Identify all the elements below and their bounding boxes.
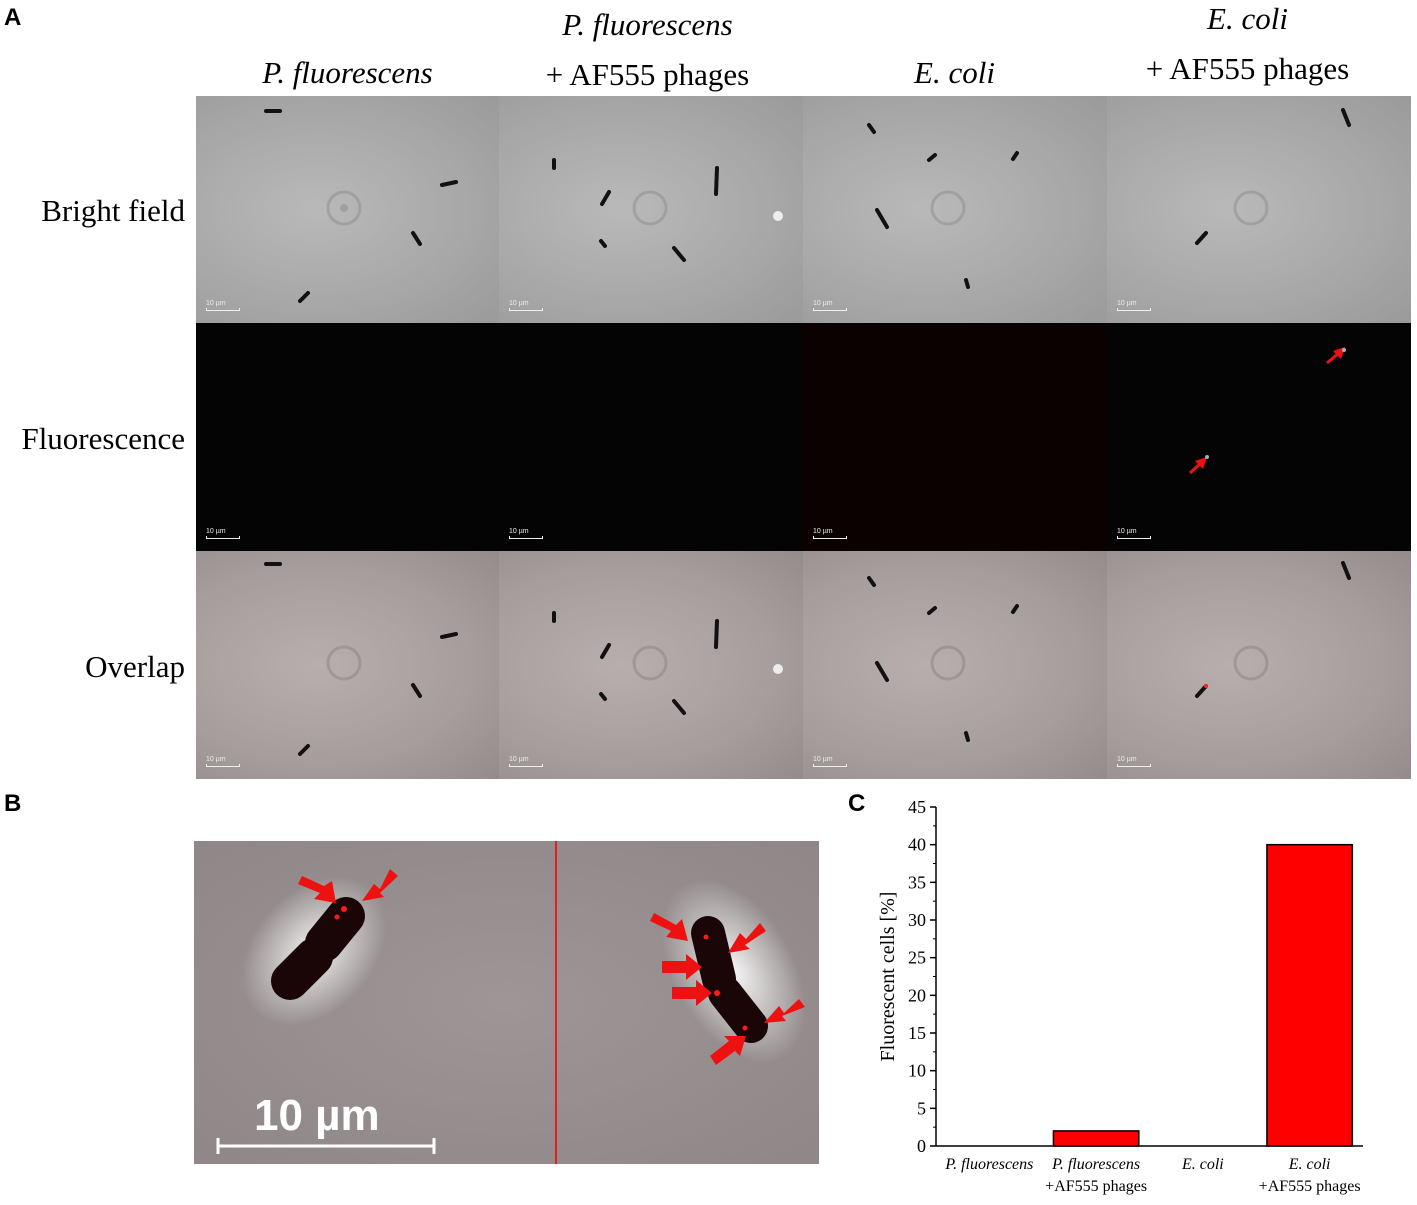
scale-bar: 10 µm [509, 756, 543, 767]
column-2-species: P. fluorescens [562, 7, 733, 42]
column-4-species: E. coli [1207, 1, 1288, 36]
fluorescence-arrows [1188, 347, 1346, 475]
cells-image [1195, 108, 1351, 245]
x-tick-label: E. coli [1288, 1156, 1331, 1173]
cells-image [1195, 561, 1351, 698]
tile-bf-ecoli: 10 µm [803, 96, 1107, 323]
scale-bar: 10 µm [509, 528, 543, 539]
scale-bar-label: 10 µm [1117, 756, 1137, 763]
row-label-fluorescence: Fluorescence [21, 421, 185, 456]
y-tick-label: 15 [908, 1023, 926, 1043]
scale-bar-label: 10 µm [1117, 300, 1137, 307]
bar-chart: 0 5 10 15 20 25 30 35 40 45 Fluorescent cells [%] P… [840, 790, 1417, 1200]
column-4-suffix: + AF555 phages [1145, 51, 1350, 86]
cells-image [552, 611, 783, 715]
y-tick-label: 25 [908, 948, 926, 968]
scale-bar-label: 10 µm [813, 300, 833, 307]
scale-bar: 10 µm [813, 300, 847, 311]
column-header-3: E. coli [803, 48, 1106, 98]
panel-letter-b: B [4, 790, 22, 817]
y-tick-label: 0 [917, 1136, 926, 1156]
scale-bar-label: 10 µm [813, 756, 833, 763]
y-tick-label: 5 [917, 1098, 926, 1118]
cells-image [552, 158, 783, 262]
scale-bar-label: 10 µm [206, 756, 226, 763]
scale-bar-label: 10 µm [206, 300, 226, 307]
y-tick-label: 30 [908, 910, 926, 930]
scale-bar: 10 µm [206, 300, 240, 311]
scale-bar: 10 µm [206, 528, 240, 539]
cells-image [867, 123, 1019, 289]
x-tick-label: P. fluorescens [944, 1156, 1033, 1173]
column-header-4: E. coli + AF555 phages [1096, 0, 1399, 94]
row-label-bright-field: Bright field [41, 193, 185, 228]
x-tick-label-line2: +AF555 phages [1045, 1178, 1147, 1195]
y-tick-label: 40 [908, 835, 926, 855]
scale-bar-label: 10 µm [813, 528, 833, 535]
tile-ov-ecoli: 10 µm [803, 551, 1107, 779]
bar [1052, 1130, 1140, 1147]
tile-fl-ecoli: 10 µm [803, 323, 1107, 551]
cells-image [264, 562, 458, 756]
y-tick-label: 35 [908, 872, 926, 892]
micrograph-grid: 10 µm 10 µm 10 µm [196, 96, 1411, 779]
scale-bar: 10 µm [1117, 756, 1151, 767]
scale-bar-label: 10 µm [509, 528, 529, 535]
panel-letter-c: C [848, 790, 866, 817]
y-tick-label: 20 [908, 985, 926, 1005]
scale-bar: 10 µm [1117, 528, 1151, 539]
column-header-2: P. fluorescens + AF555 phages [496, 0, 799, 100]
x-tick-label-line2: +AF555 phages [1259, 1178, 1361, 1195]
cells-image [264, 109, 458, 303]
scale-bar: 10 µm [1117, 300, 1151, 311]
column-1-species: P. fluorescens [262, 55, 433, 90]
tile-bf-pfluorescens-phages: 10 µm [499, 96, 803, 323]
x-tick-label: P. fluorescens [1051, 1156, 1140, 1173]
tile-bf-ecoli-phages: 10 µm [1107, 96, 1411, 323]
bar-chart-svg: 0 5 10 15 20 25 30 35 40 45 Fluorescent cells [%] P… [877, 797, 1363, 1195]
panel-letter-a: A [4, 4, 22, 31]
tile-ov-pfluorescens: 10 µm [196, 551, 499, 779]
row-label-overlap: Overlap [85, 649, 185, 684]
tile-fl-ecoli-phages: 10 µm [1107, 323, 1411, 551]
scale-bar: 10 µm [206, 756, 240, 767]
column-2-suffix: + AF555 phages [545, 57, 750, 92]
tile-fl-pfluorescens-phages: 10 µm [499, 323, 803, 551]
y-tick-label: 10 [908, 1061, 926, 1081]
scale-bar: 10 µm [813, 756, 847, 767]
column-header-1: P. fluorescens [196, 48, 499, 98]
cells-image [867, 576, 1019, 742]
scale-bar-label: 10 µm [206, 528, 226, 535]
tile-fl-pfluorescens: 10 µm [196, 323, 499, 551]
x-tick-label: E. coli [1181, 1156, 1224, 1173]
magnified-cells [216, 841, 807, 1164]
tile-bf-pfluorescens: 10 µm [196, 96, 499, 323]
column-3-species: E. coli [914, 55, 995, 90]
y-axis-label: Fluorescent cells [%] [877, 892, 899, 1062]
scale-bar-label: 10 µm [509, 300, 529, 307]
tile-ov-pfluorescens-phages: 10 µm [499, 551, 803, 779]
scale-bar: 10 µm [813, 528, 847, 539]
bar [1266, 843, 1354, 1147]
scale-bar-label: 10 µm [1117, 528, 1137, 535]
scale-bar-label-large: 10 µm [254, 1091, 380, 1140]
scale-bar-label: 10 µm [509, 756, 529, 763]
magnified-micrograph: 10 µm [194, 841, 819, 1164]
scale-bar: 10 µm [509, 300, 543, 311]
y-tick-label: 45 [908, 797, 926, 817]
tile-ov-ecoli-phages: 10 µm [1107, 551, 1411, 779]
